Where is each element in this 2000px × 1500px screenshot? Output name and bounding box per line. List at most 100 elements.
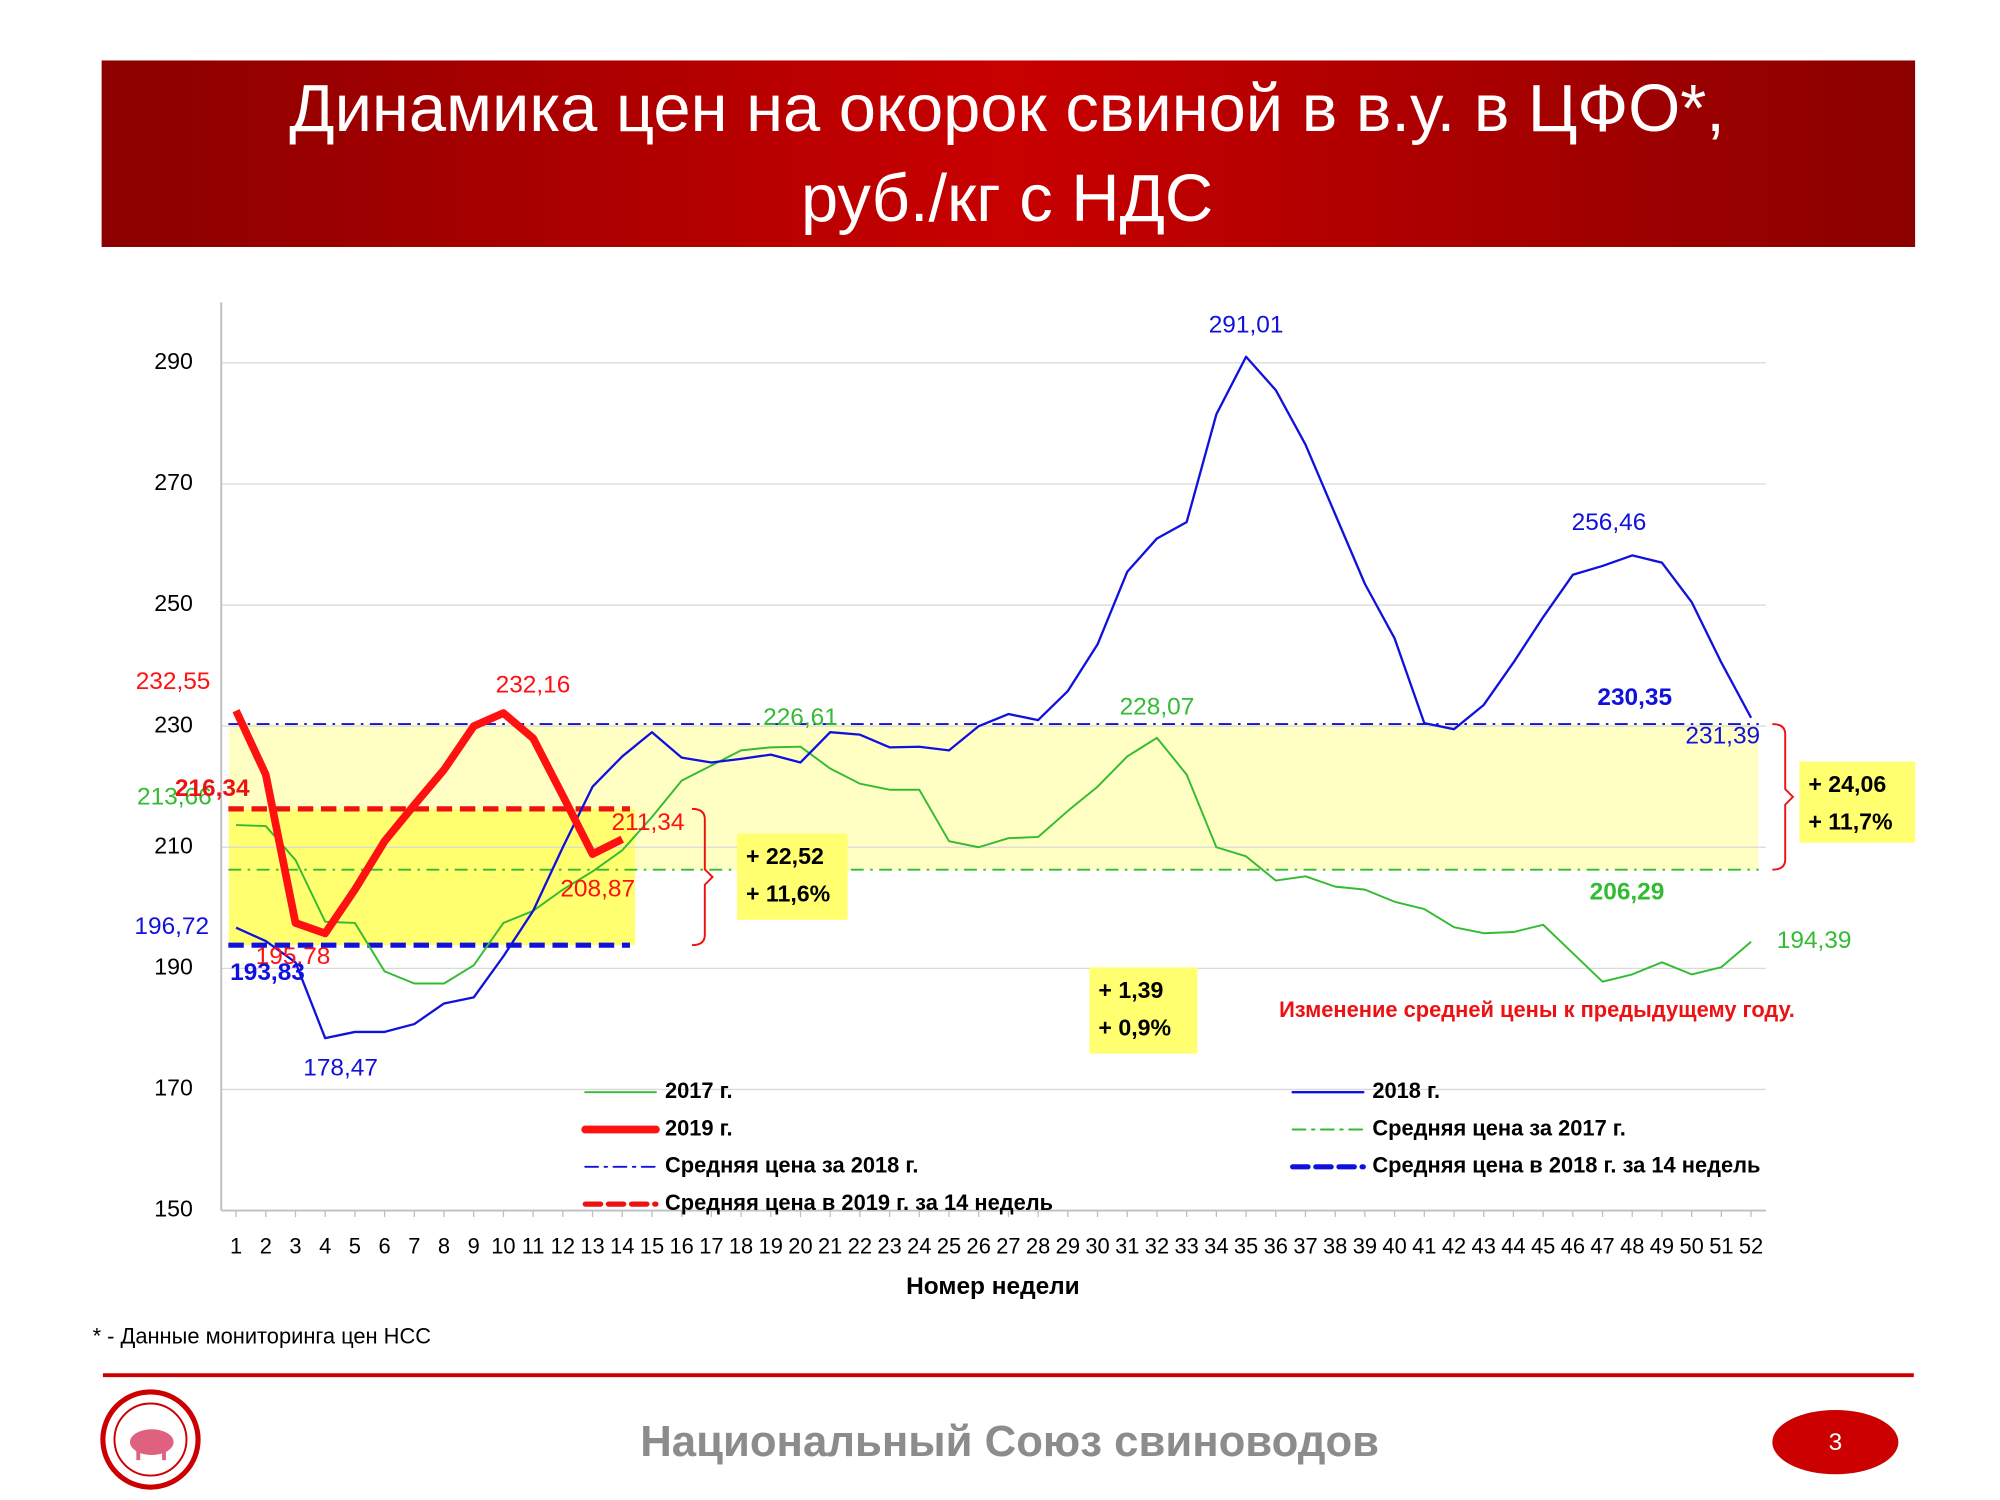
y-tick-label: 150: [154, 1196, 193, 1222]
reference-label: 206,29: [1590, 878, 1665, 905]
value-label: 232,55: [136, 668, 211, 695]
value-label: 232,16: [496, 672, 571, 699]
value-label: 226,61: [763, 704, 838, 731]
legend-label: Средняя цена за 2018 г.: [665, 1153, 918, 1178]
x-tick-label: 50: [1679, 1234, 1703, 1259]
x-tick-label: 11: [522, 1234, 545, 1259]
x-tick-label: 26: [967, 1234, 991, 1259]
x-tick-label: 16: [669, 1234, 693, 1259]
x-axis-label: Номер недели: [906, 1273, 1080, 1300]
series-line: [235, 355, 1753, 1040]
x-tick-label: 29: [1056, 1234, 1080, 1259]
x-tick-label: 47: [1590, 1234, 1614, 1259]
legend-label: 2019 г.: [665, 1115, 733, 1140]
x-tick-label: 34: [1204, 1234, 1228, 1259]
y-tick-label: 270: [154, 469, 193, 495]
x-tick-label: 40: [1382, 1234, 1406, 1259]
logo: [100, 1389, 201, 1490]
x-tick-label: 30: [1085, 1234, 1109, 1259]
x-tick-label: 7: [408, 1234, 420, 1259]
value-label: 213,66: [137, 784, 212, 811]
annotation-text: + 11,6%: [746, 880, 830, 906]
y-tick-label: 290: [154, 348, 193, 374]
x-tick-label: 37: [1293, 1234, 1317, 1259]
value-label: 208,87: [560, 876, 635, 903]
x-tick-label: 21: [818, 1234, 842, 1259]
annotation-box: [1799, 761, 1916, 843]
page-badge: [1772, 1409, 1899, 1475]
annotation-text: + 1,39: [1098, 977, 1163, 1003]
x-tick-label: 6: [379, 1234, 391, 1259]
x-tick-label: 14: [610, 1234, 634, 1259]
header-bar: [101, 60, 1916, 247]
annotation-box: [736, 833, 848, 920]
x-tick-label: 3: [289, 1234, 301, 1259]
bracket: [1772, 723, 1795, 871]
y-tick-label: 190: [154, 953, 193, 979]
reference-label: 230,35: [1597, 684, 1672, 711]
legend-label: 2018 г.: [1372, 1078, 1440, 1103]
legend-label: 2017 г.: [665, 1078, 733, 1103]
annotation-text: + 11,7%: [1808, 808, 1892, 834]
x-tick-label: 17: [699, 1234, 723, 1259]
x-tick-label: 20: [788, 1234, 812, 1259]
x-tick-label: 43: [1472, 1234, 1496, 1259]
bracket: [691, 807, 714, 947]
x-tick-label: 36: [1264, 1234, 1288, 1259]
x-tick-label: 42: [1442, 1234, 1466, 1259]
x-tick-label: 35: [1234, 1234, 1258, 1259]
x-tick-label: 45: [1531, 1234, 1555, 1259]
value-label: 231,39: [1685, 722, 1760, 749]
legend-label: Средняя цена в 2018 г. за 14 недель: [1372, 1153, 1760, 1178]
annotation-text: + 22,52: [746, 843, 824, 869]
value-label: 291,01: [1209, 311, 1284, 338]
x-tick-label: 23: [877, 1234, 901, 1259]
x-tick-label: 33: [1174, 1234, 1198, 1259]
annotation-box: [1089, 967, 1198, 1054]
x-tick-label: 27: [996, 1234, 1020, 1259]
reference-label: 193,83: [230, 959, 305, 986]
footnote: * - Данные мониторинга цен НСС: [93, 1324, 431, 1349]
value-label: 228,07: [1120, 694, 1195, 721]
x-tick-label: 28: [1026, 1234, 1050, 1259]
y-tick-label: 230: [154, 711, 193, 737]
x-tick-label: 46: [1561, 1234, 1585, 1259]
value-label: 195,78: [256, 943, 331, 970]
annotation-text: + 0,9%: [1098, 1014, 1171, 1040]
title: руб./кг с НДС: [801, 161, 1213, 236]
value-label: 196,72: [134, 913, 209, 940]
page-number: 3: [1829, 1429, 1843, 1456]
footer-organization: Национальный Союз свиноводов: [640, 1417, 1379, 1466]
y-tick-label: 250: [154, 590, 193, 616]
x-tick-label: 51: [1709, 1234, 1733, 1259]
x-tick-label: 44: [1501, 1234, 1525, 1259]
x-tick-label: 38: [1323, 1234, 1347, 1259]
value-label: 211,34: [612, 809, 685, 836]
x-tick-label: 2: [260, 1234, 272, 1259]
x-tick-label: 52: [1739, 1234, 1763, 1259]
reference-label: 216,34: [175, 775, 250, 802]
x-tick-label: 9: [468, 1234, 480, 1259]
note: Изменение средней цены к предыдущему год…: [1279, 997, 1795, 1022]
legend-label: Средняя цена за 2017 г.: [1372, 1115, 1625, 1140]
x-tick-label: 39: [1353, 1234, 1377, 1259]
x-tick-label: 8: [438, 1234, 450, 1259]
legend-label: Средняя цена в 2019 г. за 14 недель: [665, 1190, 1053, 1215]
x-tick-label: 19: [759, 1234, 783, 1259]
x-tick-label: 41: [1412, 1234, 1436, 1259]
series-line: [232, 709, 624, 938]
value-label: 256,46: [1572, 509, 1647, 536]
x-tick-label: 32: [1145, 1234, 1169, 1259]
x-tick-label: 12: [551, 1234, 575, 1259]
annotation-text: + 24,06: [1808, 771, 1886, 797]
x-tick-label: 31: [1115, 1234, 1139, 1259]
x-tick-label: 5: [349, 1234, 361, 1259]
x-tick-label: 49: [1650, 1234, 1674, 1259]
x-tick-label: 22: [848, 1234, 872, 1259]
x-tick-label: 1: [230, 1234, 242, 1259]
x-tick-label: 15: [640, 1234, 664, 1259]
x-tick-label: 25: [937, 1234, 961, 1259]
x-tick-label: 48: [1620, 1234, 1644, 1259]
